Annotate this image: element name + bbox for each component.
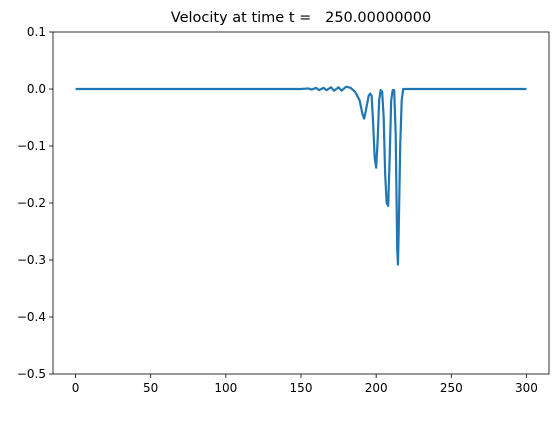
y-tick-label: 0.0	[27, 82, 46, 96]
x-tick-label: 250	[440, 381, 463, 395]
y-tick-label: −0.4	[17, 310, 46, 324]
y-tick-label: −0.5	[17, 367, 46, 381]
plot-frame	[52, 31, 550, 375]
x-tick-label: 0	[72, 381, 80, 395]
line-series	[75, 85, 527, 266]
x-tick-label: 150	[290, 381, 313, 395]
x-tick-label: 200	[365, 381, 388, 395]
y-tick-label: −0.1	[17, 139, 46, 153]
y-tick-label: −0.3	[17, 253, 46, 267]
x-tick-label: 300	[515, 381, 538, 395]
x-tick-label: 100	[214, 381, 237, 395]
chart-title: Velocity at time t = 250.00000000	[171, 10, 431, 26]
y-tick-label: −0.2	[17, 196, 46, 210]
x-tick-label: 50	[143, 381, 158, 395]
y-tick-label: 0.1	[27, 25, 46, 39]
